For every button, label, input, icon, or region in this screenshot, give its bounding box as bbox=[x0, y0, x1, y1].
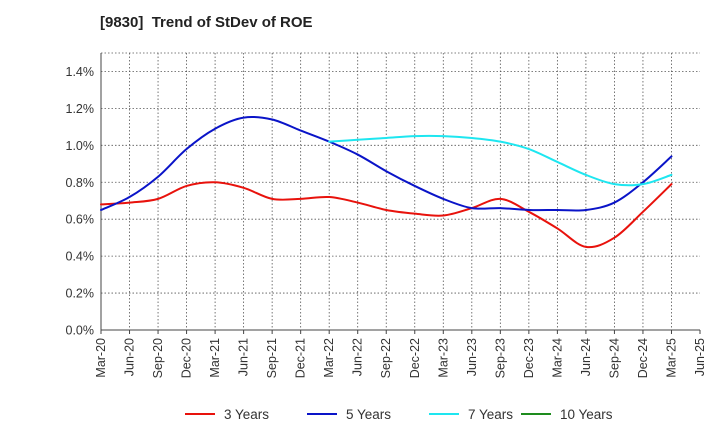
x-tick-label: Sep-22 bbox=[379, 338, 393, 378]
x-tick-label: Mar-22 bbox=[322, 338, 336, 378]
x-tick-label: Jun-24 bbox=[579, 338, 593, 376]
y-tick-label: 0.6% bbox=[66, 213, 95, 227]
x-tick-label: Sep-21 bbox=[265, 338, 279, 378]
x-tick-label: Jun-21 bbox=[237, 338, 251, 376]
series-line-7-years bbox=[328, 134, 673, 187]
x-tick-label: Mar-23 bbox=[436, 338, 450, 378]
y-tick-label: 1.2% bbox=[66, 102, 95, 116]
x-tick-label: Jun-25 bbox=[693, 338, 707, 376]
y-tick-label: 0.8% bbox=[66, 176, 95, 190]
x-tick-label: Sep-20 bbox=[151, 338, 165, 378]
x-tick-label: Mar-20 bbox=[94, 338, 108, 378]
y-tick-label: 0.0% bbox=[66, 324, 95, 338]
plot-area bbox=[101, 53, 700, 330]
x-tick-label: Sep-23 bbox=[493, 338, 507, 378]
y-tick-label: 0.2% bbox=[66, 287, 95, 301]
chart-title: [9830] Trend of StDev of ROE bbox=[100, 14, 313, 31]
x-tick-label: Jun-20 bbox=[123, 338, 137, 376]
series-line-3-years bbox=[100, 181, 673, 249]
legend-label: 3 Years bbox=[224, 407, 269, 422]
y-tick-label: 0.4% bbox=[66, 250, 95, 264]
x-tick-label: Dec-24 bbox=[636, 338, 650, 378]
series-line-5-years bbox=[100, 115, 673, 212]
y-tick-label: 1.0% bbox=[66, 139, 95, 153]
legend-label: 7 Years bbox=[468, 407, 513, 422]
x-tick-label: Dec-20 bbox=[180, 338, 194, 378]
x-tick-label: Dec-21 bbox=[294, 338, 308, 378]
x-tick-label: Dec-22 bbox=[408, 338, 422, 378]
x-tick-label: Jun-22 bbox=[351, 338, 365, 376]
x-tick-label: Mar-21 bbox=[208, 338, 222, 378]
legend-label: 10 Years bbox=[560, 407, 613, 422]
y-tick-label: 1.4% bbox=[66, 65, 95, 79]
x-tick-label: Dec-23 bbox=[522, 338, 536, 378]
x-tick-label: Mar-24 bbox=[550, 338, 564, 378]
legend-label: 5 Years bbox=[346, 407, 391, 422]
x-tick-label: Sep-24 bbox=[607, 338, 621, 378]
x-tick-label: Jun-23 bbox=[465, 338, 479, 376]
x-tick-label: Mar-25 bbox=[664, 338, 678, 378]
